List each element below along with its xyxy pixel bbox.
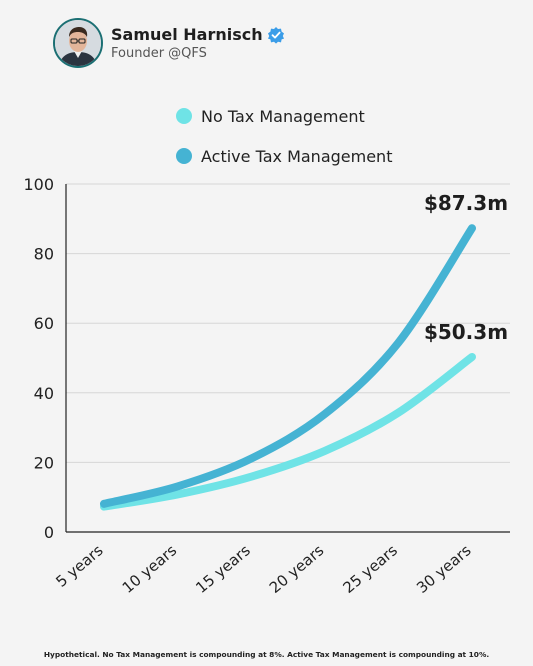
y-tick-label: 0 <box>44 523 54 542</box>
x-tick-label: 5 years <box>52 541 106 591</box>
legend-label: Active Tax Management <box>201 146 393 166</box>
y-tick-label: 100 <box>23 175 54 194</box>
profile-header: Samuel Harnisch Founder @QFS <box>53 18 285 68</box>
footnote: Hypothetical. No Tax Management is compo… <box>43 650 490 659</box>
series-line-no-tax <box>100 352 476 511</box>
legend-label: No Tax Management <box>201 106 365 126</box>
y-tick-label: 40 <box>34 384 54 403</box>
legend-marker <box>176 148 192 164</box>
chart-legend: No Tax Management Active Tax Management <box>176 104 392 184</box>
data-label: $87.3m <box>424 191 508 215</box>
avatar[interactable] <box>53 18 103 68</box>
x-tick-label: 15 years <box>192 541 254 597</box>
y-tick-label: 80 <box>34 245 54 264</box>
y-tick-label: 20 <box>34 453 54 472</box>
person-icon <box>55 20 101 66</box>
legend-item-active-tax: Active Tax Management <box>176 144 392 168</box>
x-tick-label: 20 years <box>266 541 328 597</box>
data-label: $50.3m <box>424 320 508 344</box>
x-tick-label: 30 years <box>413 541 475 597</box>
x-tick-label: 10 years <box>119 541 181 597</box>
legend-item-no-tax: No Tax Management <box>176 104 392 128</box>
x-tick-label: 25 years <box>340 541 402 597</box>
series-line-active-tax <box>100 224 476 508</box>
legend-marker <box>176 108 192 124</box>
y-tick-label: 60 <box>34 314 54 333</box>
profile-name[interactable]: Samuel Harnisch <box>111 25 263 44</box>
verified-badge-icon <box>267 26 284 44</box>
profile-handle: Founder @QFS <box>111 46 207 61</box>
line-chart: 0 20 40 60 80 100 5 years 10 years 15 years 20 ye… <box>23 175 510 597</box>
